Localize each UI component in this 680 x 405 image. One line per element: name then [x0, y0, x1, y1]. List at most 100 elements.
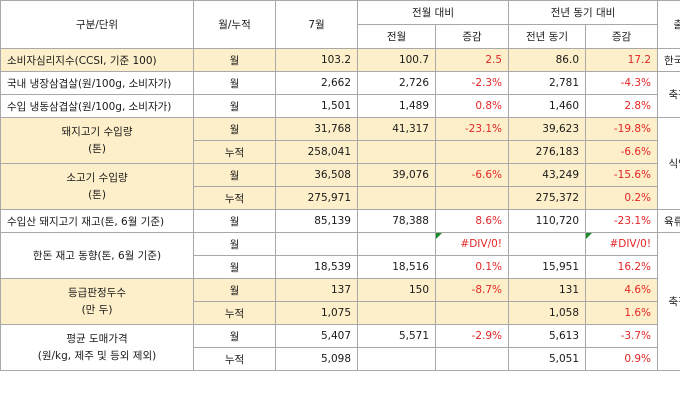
- mom-cell: [434, 186, 510, 210]
- mom-cell: #DIV/0!: [434, 232, 510, 256]
- prev-month-cell: 78,388: [357, 209, 436, 233]
- prev-month-cell: [357, 140, 436, 164]
- period-cell: 월: [193, 163, 276, 187]
- prev-month-cell: [357, 347, 436, 371]
- source-cell: 축평원: [657, 71, 680, 118]
- prev-year-cell: 131: [508, 278, 587, 302]
- row-label-line1: 소고기 수입량: [66, 171, 128, 184]
- yoy-cell: 16.2%: [585, 255, 659, 279]
- table-row: 소고기 수입량 (톤) 월 36,508 39,076 -6.6% 43,249…: [0, 163, 680, 210]
- july-cell: 1,501: [275, 94, 358, 118]
- mom-cell: 0.8%: [434, 94, 510, 118]
- period-cell: 누적: [193, 347, 276, 371]
- source-cell: 축평원: [657, 232, 680, 371]
- july-cell: 18,539: [275, 255, 358, 279]
- row-label-line1: 돼지고기 수입량: [61, 125, 133, 138]
- yoy-cell: 0.2%: [585, 186, 659, 210]
- yoy-cell: 1.6%: [585, 301, 659, 325]
- mom-cell: [434, 347, 510, 371]
- yoy-cell: -19.8%: [585, 117, 659, 141]
- mom-cell: [434, 301, 510, 325]
- row-label-line1: 평균 도매가격: [66, 332, 128, 345]
- row-label: 국내 냉장삼겹살(원/100g, 소비자가): [0, 71, 194, 95]
- source-cell: 식약처: [657, 117, 680, 210]
- yoy-cell: 2.8%: [585, 94, 659, 118]
- table-row: 돼지고기 수입량 (톤) 월 31,768 41,317 -23.1% 39,6…: [0, 117, 680, 210]
- prev-month-cell: 2,726: [357, 71, 436, 95]
- july-cell: 31,768: [275, 117, 358, 141]
- mom-cell: -8.7%: [434, 278, 510, 302]
- mom-cell: -2.9%: [434, 324, 510, 348]
- table-row: 수입 냉동삼겹살(원/100g, 소비자가) 월 1,501 1,489 0.8…: [0, 94, 680, 118]
- july-cell: 137: [275, 278, 358, 302]
- mom-cell: 0.1%: [434, 255, 510, 279]
- row-label: 소고기 수입량 (톤): [0, 163, 194, 210]
- header-month: 7월: [275, 0, 358, 49]
- period-cell: 누적: [193, 186, 276, 210]
- header-row-2: 전월 증감 전년 동기 증감: [1, 24, 680, 49]
- header-mom-chg: 증감: [434, 24, 510, 49]
- prev-year-cell: 276,183: [508, 140, 587, 164]
- prev-month-cell: 18,516: [357, 255, 436, 279]
- row-label: 한돈 재고 동향(톤, 6월 기준): [0, 232, 194, 279]
- prev-month-cell: 39,076: [357, 163, 436, 187]
- mom-cell: 2.5: [434, 48, 510, 72]
- header-mom: 전월 대비: [356, 0, 510, 25]
- yoy-cell: -4.3%: [585, 71, 659, 95]
- period-cell: 월: [193, 209, 276, 233]
- mom-cell: -23.1%: [434, 117, 510, 141]
- yoy-cell: -23.1%: [585, 209, 659, 233]
- july-cell: 258,041: [275, 140, 358, 164]
- yoy-cell: #DIV/0!: [585, 232, 659, 256]
- period-cell: 누적: [193, 301, 276, 325]
- mom-cell: -2.3%: [434, 71, 510, 95]
- source-cell: 육류협회: [657, 209, 680, 233]
- error-marker-icon: [586, 233, 593, 239]
- table-row: 국내 냉장삼겹살(원/100g, 소비자가) 월 2,662 2,726 -2.…: [0, 71, 680, 118]
- prev-month-cell: 5,571: [357, 324, 436, 348]
- prev-year-cell: 110,720: [508, 209, 587, 233]
- period-cell: 월: [193, 324, 276, 348]
- mom-cell: 8.6%: [434, 209, 510, 233]
- period-cell: 월: [193, 94, 276, 118]
- row-label-line2: (톤): [88, 188, 106, 201]
- row-label: 소비자심리지수(CCSI, 기준 100): [0, 48, 194, 72]
- prev-year-cell: 2,781: [508, 71, 587, 95]
- period-cell: 누적: [193, 140, 276, 164]
- july-cell: 275,971: [275, 186, 358, 210]
- source-cell: 한국은행: [657, 48, 680, 72]
- prev-month-cell: [357, 301, 436, 325]
- table-row: 평균 도매가격 (원/kg, 제주 및 등외 제외) 월 5,407 5,571…: [0, 324, 680, 371]
- yoy-error-text: #DIV/0!: [609, 238, 652, 250]
- header-source: 출처: [657, 0, 680, 49]
- prev-year-cell: 15,951: [508, 255, 587, 279]
- yoy-cell: -3.7%: [585, 324, 659, 348]
- header-yoy: 전년 동기 대비: [508, 0, 659, 25]
- mom-cell: [434, 140, 510, 164]
- header-yoy-prev: 전년 동기: [508, 24, 587, 49]
- yoy-cell: -15.6%: [585, 163, 659, 187]
- july-cell: [275, 232, 358, 256]
- prev-year-cell: 5,051: [508, 347, 587, 371]
- table-row: 수입산 돼지고기 재고(톤, 6월 기준) 월 85,139 78,388 8.…: [0, 209, 680, 233]
- july-cell: 5,407: [275, 324, 358, 348]
- prev-year-cell: 86.0: [508, 48, 587, 72]
- yoy-cell: 17.2: [585, 48, 659, 72]
- period-cell: 월: [193, 48, 276, 72]
- table-row: 등급판정두수 (만 두) 월 137 150 -8.7% 131 4.6%: [0, 278, 680, 325]
- prev-month-cell: 41,317: [357, 117, 436, 141]
- mom-error-text: #DIV/0!: [460, 238, 503, 250]
- yoy-cell: -6.6%: [585, 140, 659, 164]
- prev-month-cell: 1,489: [357, 94, 436, 118]
- july-cell: 5,098: [275, 347, 358, 371]
- row-label: 수입 냉동삼겹살(원/100g, 소비자가): [0, 94, 194, 118]
- row-label-line2: (톤): [88, 142, 106, 155]
- prev-year-cell: 1,460: [508, 94, 587, 118]
- table-row: 한돈 재고 동향(톤, 6월 기준) 월 #DIV/0! #DIV/0! 축평원: [0, 232, 680, 371]
- prev-year-cell: 275,372: [508, 186, 587, 210]
- july-cell: 85,139: [275, 209, 358, 233]
- row-label: 등급판정두수 (만 두): [0, 278, 194, 325]
- table-row: 소비자심리지수(CCSI, 기준 100) 월 103.2 100.7 2.5 …: [0, 48, 680, 72]
- statistics-table: 구분/단위 월/누적 7월 전월 대비 전년 동기 대비 출처 전월 증감 전년…: [0, 0, 680, 371]
- period-cell: 월: [193, 278, 276, 302]
